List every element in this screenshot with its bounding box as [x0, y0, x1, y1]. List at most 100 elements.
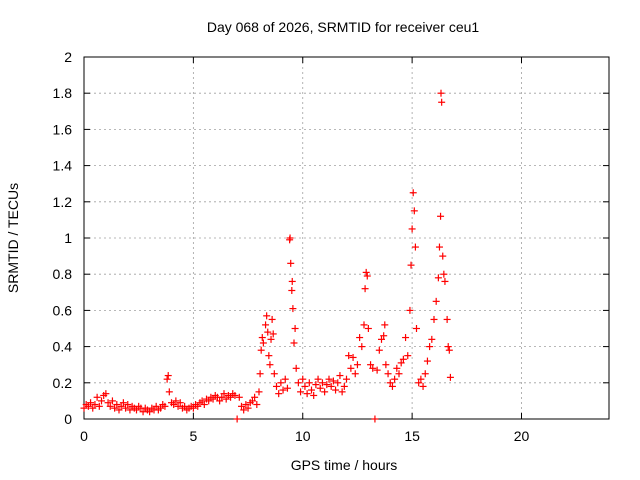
data-point — [163, 375, 171, 383]
x-axis-title: GPS time / hours — [291, 457, 398, 473]
y-tick-label: 0.2 — [53, 375, 73, 391]
data-point — [161, 402, 169, 410]
data-point — [410, 207, 418, 215]
data-point — [407, 261, 415, 269]
y-tick-label: 1.8 — [53, 85, 73, 101]
data-point — [165, 388, 173, 396]
data-point — [351, 370, 359, 378]
data-point — [358, 343, 366, 351]
data-point — [301, 382, 309, 390]
y-tick-label: 2 — [64, 49, 72, 65]
data-point — [367, 361, 375, 369]
data-point — [233, 415, 241, 423]
data-point — [371, 415, 379, 423]
data-point — [84, 402, 92, 410]
data-point — [380, 332, 388, 340]
data-point — [314, 375, 322, 383]
data-point — [277, 379, 285, 387]
y-tick-label: 0.6 — [53, 302, 73, 318]
data-point — [292, 364, 300, 372]
data-point — [289, 305, 297, 313]
data-point — [238, 402, 245, 410]
data-point — [157, 404, 165, 412]
data-point — [386, 379, 394, 387]
x-tick-label: 20 — [514, 428, 530, 444]
data-point — [336, 372, 344, 380]
y-tick-label: 1.2 — [53, 194, 73, 210]
data-point — [227, 393, 235, 401]
y-tick-label: 1.4 — [53, 158, 73, 174]
data-point — [411, 243, 419, 251]
data-point — [275, 390, 283, 398]
data-point — [139, 408, 147, 416]
x-tick-label: 15 — [404, 428, 420, 444]
data-point — [220, 390, 228, 398]
data-point — [388, 382, 396, 390]
data-point — [362, 268, 370, 276]
data-point — [266, 361, 274, 369]
data-point — [373, 366, 381, 374]
data-point — [218, 393, 226, 401]
data-point — [327, 382, 335, 390]
data-point — [80, 404, 88, 412]
data-point — [170, 401, 178, 409]
data-point — [231, 391, 239, 399]
data-point — [164, 372, 172, 380]
data-point — [382, 361, 390, 369]
data-point — [384, 370, 392, 378]
data-point — [259, 339, 267, 347]
data-point — [299, 375, 307, 383]
data-point — [253, 401, 261, 409]
data-point — [222, 395, 230, 403]
data-point — [268, 315, 276, 323]
data-point — [89, 404, 97, 412]
data-point — [297, 388, 305, 396]
data-point — [108, 397, 116, 405]
data-point — [242, 401, 250, 409]
data-point — [310, 391, 318, 399]
data-point — [363, 272, 371, 280]
data-point — [287, 259, 295, 267]
data-point — [347, 364, 355, 372]
x-tick-label: 0 — [80, 428, 88, 444]
data-point — [117, 402, 125, 410]
data-point — [409, 189, 417, 197]
data-point — [430, 315, 438, 323]
data-point — [240, 406, 248, 414]
data-point — [93, 393, 101, 401]
data-point — [308, 386, 315, 394]
data-point — [176, 399, 184, 407]
data-point — [349, 353, 357, 361]
x-tick-label: 5 — [189, 428, 197, 444]
data-point — [440, 270, 448, 278]
data-point — [325, 375, 333, 383]
data-point — [321, 388, 329, 396]
data-point — [257, 346, 265, 354]
chart-title: Day 068 of 2026, SRMTID for receiver ceu… — [207, 19, 480, 35]
data-point — [98, 397, 105, 405]
data-point — [115, 406, 123, 414]
data-point — [189, 404, 197, 412]
data-point — [395, 370, 403, 378]
data-point — [356, 334, 364, 342]
data-point — [393, 364, 401, 372]
data-point — [399, 355, 407, 363]
data-point — [269, 330, 277, 338]
data-point — [279, 386, 287, 394]
data-point — [95, 402, 103, 410]
data-point — [318, 379, 326, 387]
data-point — [404, 352, 412, 360]
y-tick-label: 0 — [64, 411, 72, 427]
data-point — [402, 334, 410, 342]
data-point — [445, 346, 453, 354]
grid-lines — [84, 57, 609, 419]
data-point — [443, 315, 451, 323]
data-point — [172, 397, 180, 405]
data-point — [423, 357, 431, 365]
data-point — [343, 375, 350, 383]
y-tick-label: 1.6 — [53, 121, 73, 137]
data-point — [288, 286, 296, 294]
data-point — [434, 274, 442, 282]
data-point — [283, 384, 291, 392]
data-point — [256, 370, 264, 378]
